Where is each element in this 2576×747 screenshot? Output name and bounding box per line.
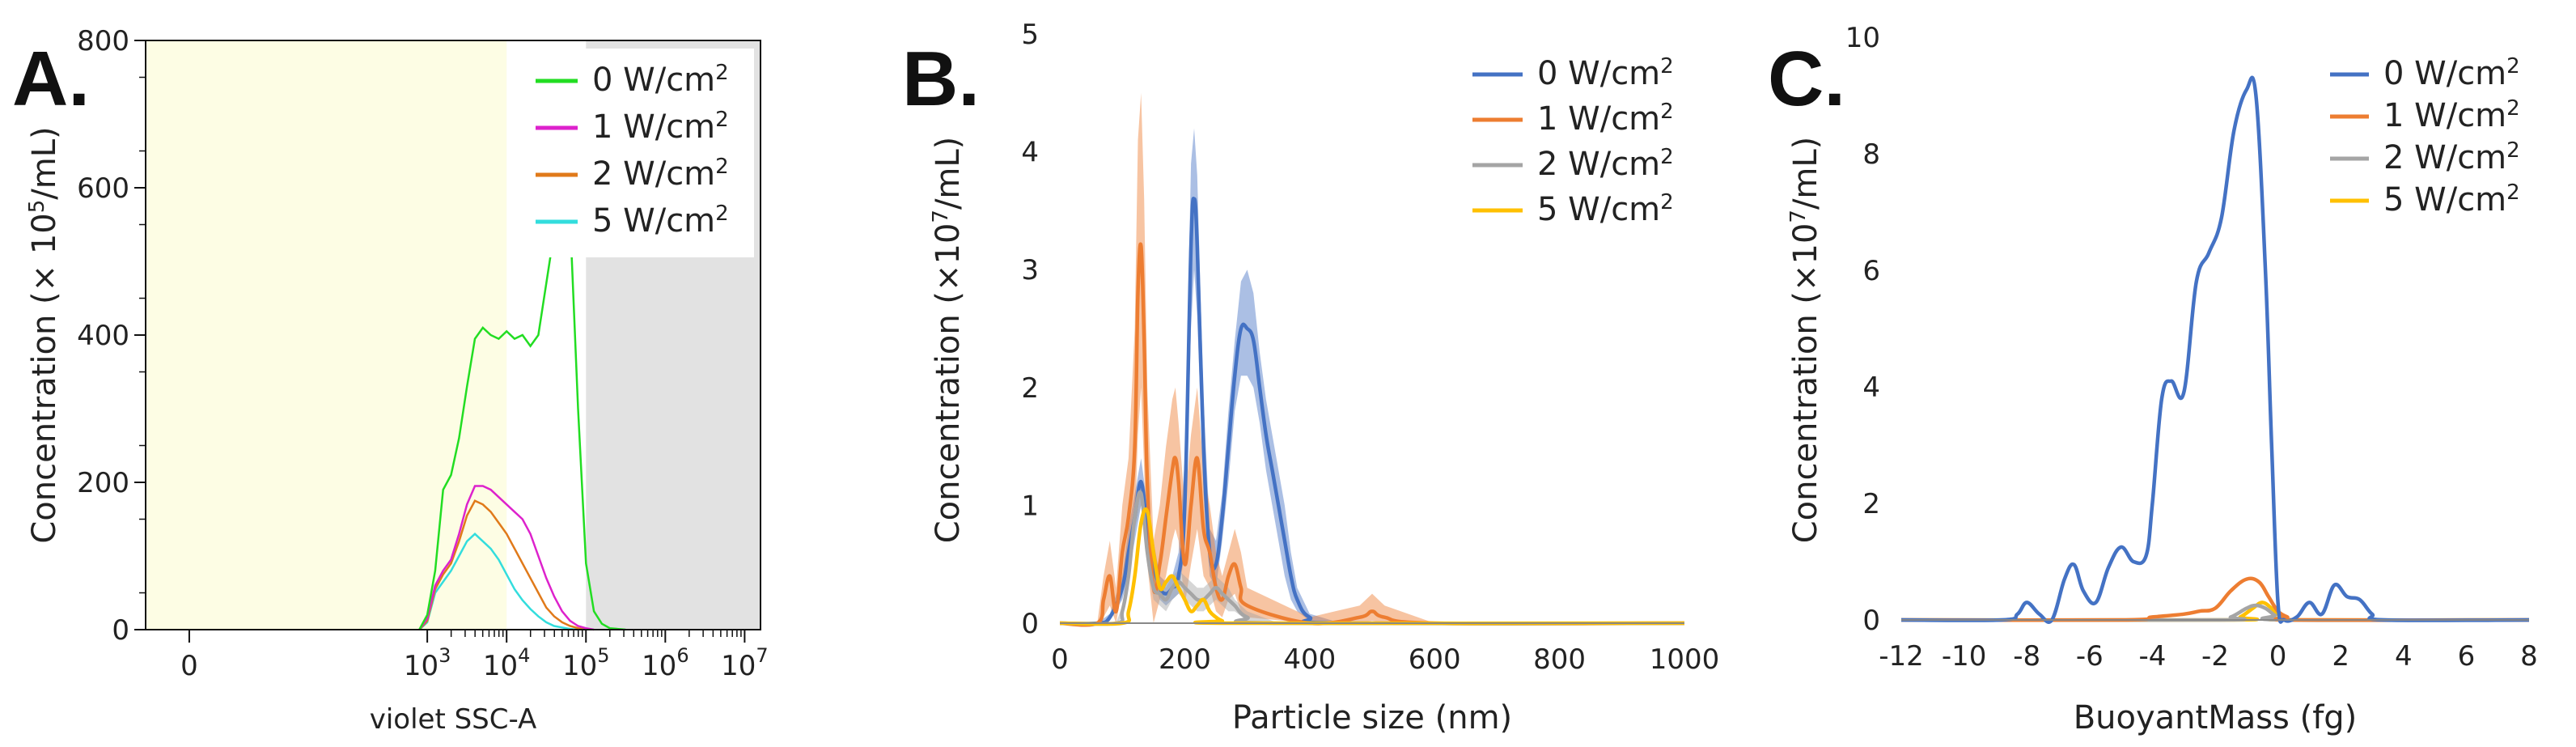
panel-b-legend-label-0-w-cm2: 0 W/cm2 (1537, 54, 1674, 92)
panel-a-series-0-w-cm2 (418, 143, 626, 631)
panel-a-x-tick-label: 105 (562, 644, 610, 682)
panel-c-x-tick-label: 0 (2269, 640, 2287, 673)
panel-c-y-ticks: 0 2 4 6 8 10 (1845, 22, 1880, 637)
panel-c-y-tick-label: 8 (1862, 138, 1880, 171)
panel-a-x-tick-label: 0 (180, 650, 198, 682)
panel-a-series-5-w-cm2 (418, 532, 578, 631)
panel-a-y-tick-label: 800 (77, 25, 129, 57)
panel-a-x-tick-label: 104 (483, 644, 531, 682)
panel-c-x-tick-label: 4 (2395, 640, 2413, 673)
panel-c-x-tick-label: 8 (2520, 640, 2538, 673)
panel-a-y-ticks: 0 200 400 600 800 (77, 25, 146, 647)
panel-c-legend-label-1-w-cm2: 1 W/cm2 (2383, 96, 2520, 134)
panel-a-region-below-10-4 (146, 40, 507, 630)
panel-b-x-tick-label: 0 (1051, 643, 1069, 676)
panel-b-series-5-w-cm2 (1059, 507, 1685, 626)
panel-b-y-tick-label: 1 (1021, 490, 1039, 522)
panel-c-label: C. (1768, 36, 1845, 122)
panel-c-legend-label-0-w-cm2: 0 W/cm2 (2383, 54, 2520, 92)
panel-a-legend-label-0-w-cm2: 0 W/cm2 (592, 61, 729, 99)
panel-b-legend-label-2-w-cm2: 2 W/cm2 (1537, 145, 1674, 183)
panel-a-x-tick-label: 107 (721, 644, 769, 682)
panel-a-series-2-w-cm2 (418, 499, 587, 631)
panel-b-series-2-w-cm2 (1059, 490, 1685, 626)
panel-b-x-tick-label: 1000 (1650, 643, 1720, 676)
panel-c-x-tick-label: -8 (2013, 640, 2040, 673)
panel-c-series-5-w-cm2 (1900, 601, 2530, 622)
panel-b-x-axis-label: Particle size (nm) (1232, 699, 1512, 736)
panel-c-x-axis-label: BuoyantMass (fg) (2074, 699, 2358, 736)
panel-c-x-ticks: -12 -10 -8 -6 -4 -2 0 2 4 6 8 (1879, 640, 2538, 673)
panel-a-x-tick-label: 103 (404, 644, 451, 682)
panel-a-x-tick-label: 106 (642, 644, 689, 682)
panel-b-x-tick-label: 800 (1533, 643, 1586, 676)
panel-c-x-tick-label: -2 (2201, 640, 2229, 673)
panel-a: A. 0 103 104 105 106 107 0 200 400 600 800 violet… (12, 25, 769, 736)
panel-c-x-tick-label: -12 (1879, 640, 1924, 673)
panel-c-series-1-w-cm2 (1900, 576, 2530, 622)
panel-b-x-tick-label: 400 (1283, 643, 1336, 676)
panel-c-y-axis-label: Concentration (×107/mL) (1786, 137, 1824, 544)
panel-b-label: B. (902, 36, 980, 122)
panel-a-label: A. (12, 36, 90, 122)
panel-a-y-tick-label: 400 (77, 320, 129, 352)
panel-a-series-1-w-cm2 (418, 485, 595, 631)
panel-b-y-ticks: 0 1 2 3 4 5 (1021, 19, 1039, 640)
panel-c-legend-label-2-w-cm2: 2 W/cm2 (2383, 138, 2520, 176)
panel-c: C. -12 -10 -8 -6 -4 -2 0 2 4 6 8 0 2 4 6 8 10 BuoyantMa… (1768, 22, 2538, 736)
panel-b-y-axis-label: Concentration (×107/mL) (929, 137, 967, 544)
panel-a-y-axis-label: Concentration (× 105/mL) (25, 126, 63, 543)
panel-a-y-tick-label: 200 (77, 467, 129, 499)
panel-a-legend-label-2-w-cm2: 2 W/cm2 (592, 155, 729, 193)
panel-c-x-tick-label: -4 (2138, 640, 2166, 673)
panel-a-series (418, 143, 626, 631)
panel-c-legend: 0 W/cm2 1 W/cm2 2 W/cm2 5 W/cm2 (2330, 54, 2520, 219)
panel-a-legend-label-1-w-cm2: 1 W/cm2 (592, 108, 729, 146)
panel-b-legend: 0 W/cm2 1 W/cm2 2 W/cm2 5 W/cm2 (1472, 54, 1674, 228)
panel-c-y-tick-label: 2 (1862, 488, 1880, 520)
panel-b: B. 0 200 400 600 800 1000 0 1 2 3 4 5 Particle siz… (902, 19, 1719, 736)
panel-b-y-tick-label: 3 (1021, 254, 1039, 286)
panel-c-legend-label-5-w-cm2: 5 W/cm2 (2383, 180, 2520, 219)
panel-b-y-tick-label: 2 (1021, 372, 1039, 405)
panel-b-series (1059, 92, 1685, 627)
panel-a-legend: 0 W/cm2 1 W/cm2 2 W/cm2 5 W/cm2 (526, 49, 754, 257)
panel-b-x-ticks: 0 200 400 600 800 1000 (1051, 643, 1719, 676)
panel-a-y-tick-label: 0 (112, 614, 129, 647)
panel-b-x-tick-label: 200 (1159, 643, 1211, 676)
panel-a-y-tick-label: 600 (77, 172, 129, 205)
panel-c-x-tick-label: -10 (1942, 640, 1987, 673)
panel-b-y-tick-label: 0 (1021, 608, 1039, 640)
panel-b-x-tick-label: 600 (1409, 643, 1461, 676)
panel-b-y-tick-label: 4 (1021, 137, 1039, 169)
panel-c-y-tick-label: 6 (1862, 255, 1880, 287)
panel-c-y-tick-label: 0 (1862, 605, 1880, 637)
panel-a-legend-label-5-w-cm2: 5 W/cm2 (592, 202, 729, 240)
panel-b-legend-label-5-w-cm2: 5 W/cm2 (1537, 190, 1674, 228)
panel-c-x-tick-label: 6 (2458, 640, 2476, 673)
panel-c-x-tick-label: -6 (2076, 640, 2104, 673)
panel-c-y-tick-label: 10 (1845, 22, 1880, 54)
panel-b-y-tick-label: 5 (1021, 19, 1039, 51)
panel-c-y-tick-label: 4 (1862, 371, 1880, 404)
panel-c-series-0-w-cm2 (1900, 75, 2530, 624)
panel-b-legend-label-1-w-cm2: 1 W/cm2 (1537, 100, 1674, 138)
panel-a-x-ticks: 0 103 104 105 106 107 (180, 630, 769, 682)
panel-a-x-axis-label: violet SSC-A (370, 703, 537, 736)
panel-c-x-tick-label: 2 (2332, 640, 2349, 673)
